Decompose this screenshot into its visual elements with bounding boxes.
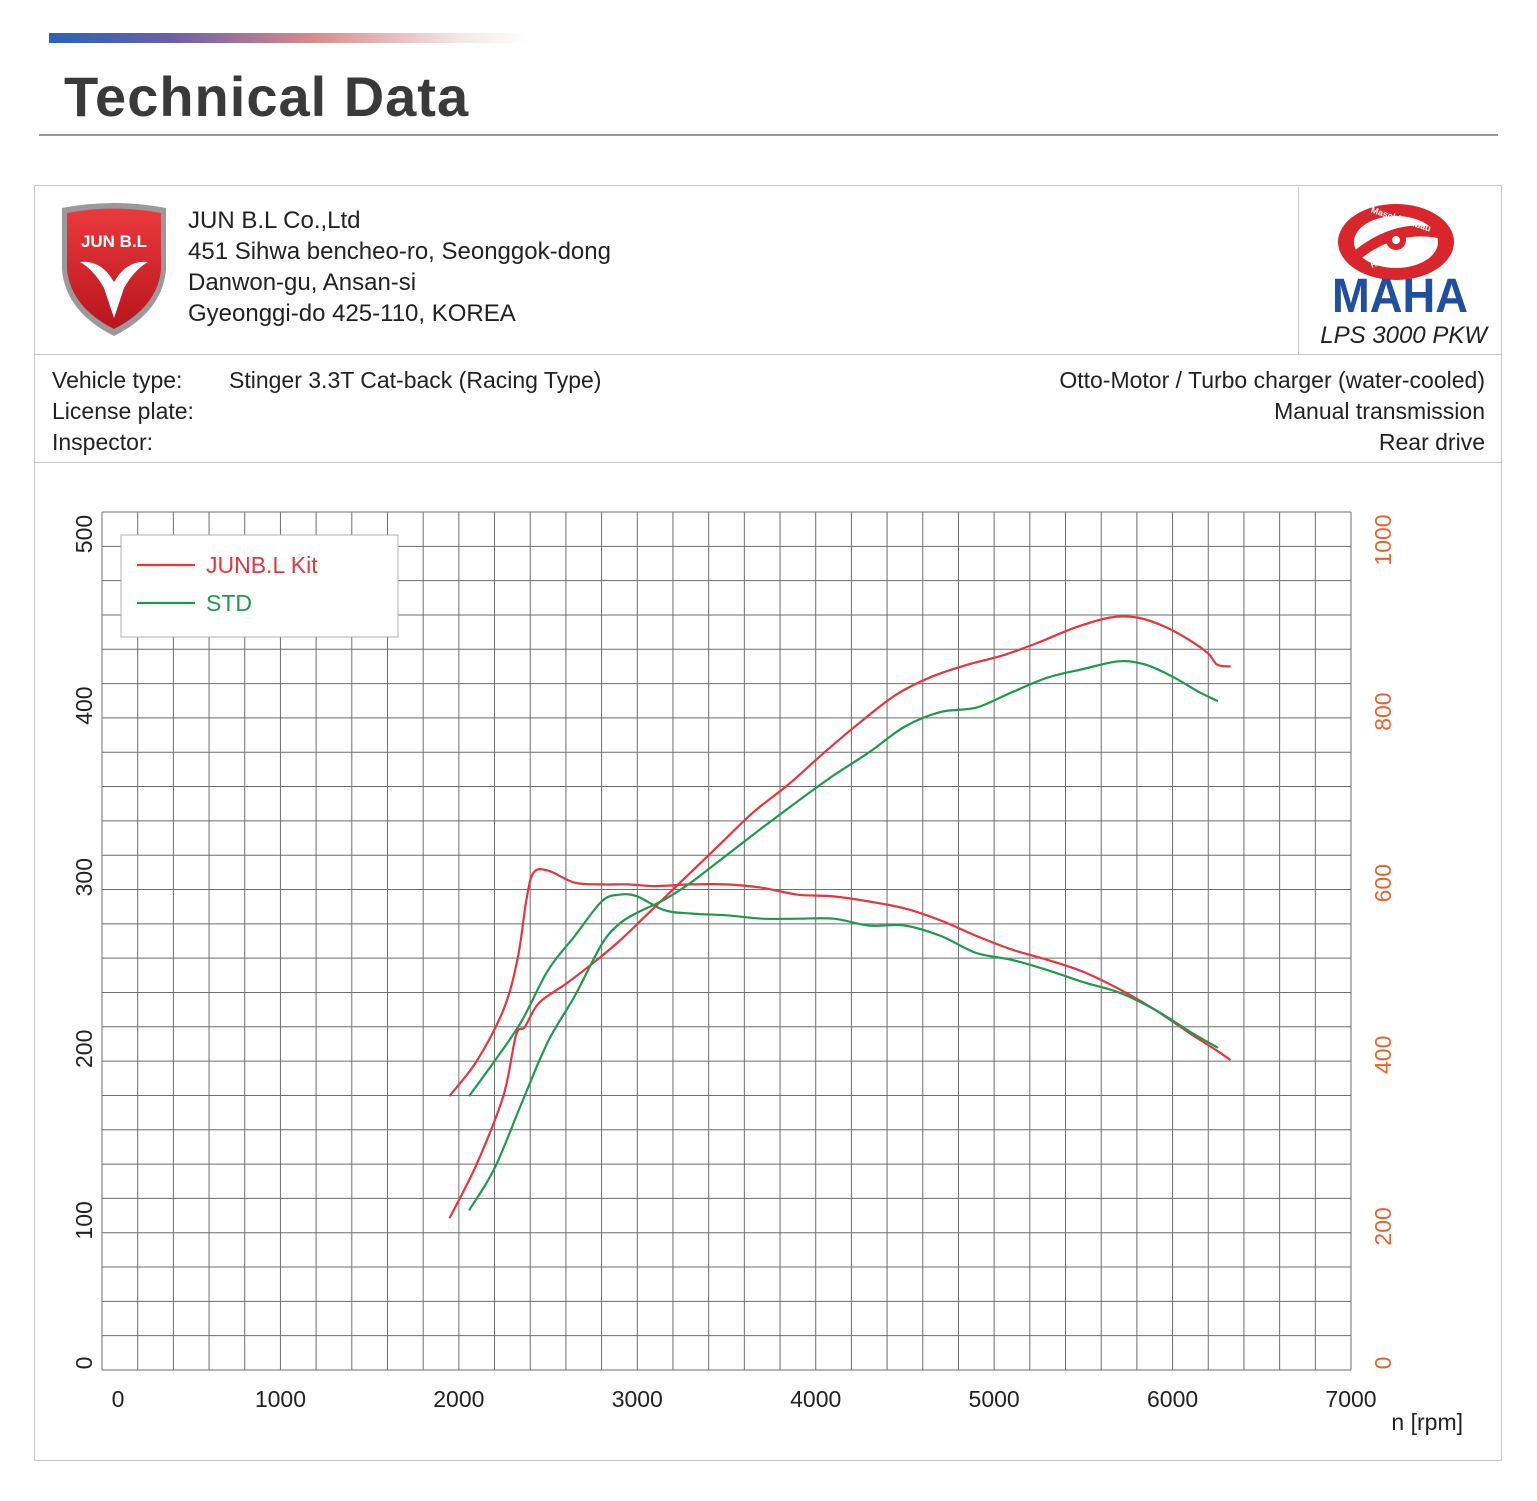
- y-left-tick-label: 400: [71, 686, 97, 724]
- series-line-junb-l-kit-power: [448, 615, 1231, 1219]
- header-divider-horizontal: [35, 354, 1501, 355]
- title-rule: [39, 134, 1498, 136]
- x-axis-label: n [rpm]: [1391, 1409, 1463, 1435]
- y-left-tick-label: 100: [71, 1201, 97, 1239]
- company-name: JUN B.L Co.,Ltd: [188, 207, 361, 234]
- junbl-shield-logo: JUN B.L: [62, 203, 166, 336]
- page-title: Technical Data: [64, 65, 470, 128]
- svg-text:MAHA: MAHA: [1332, 270, 1468, 320]
- y-right-tick-label: 1000: [1370, 514, 1396, 565]
- y-right-tick-label: 200: [1370, 1207, 1396, 1245]
- y-left-tick-label: 500: [71, 515, 97, 553]
- header-divider-vertical: [1298, 187, 1299, 354]
- legend-box: [120, 534, 399, 638]
- legend-label: STD: [206, 590, 252, 616]
- vehicle-labels: Vehicle type: License plate: Inspector:: [52, 365, 194, 458]
- vehicle-specs: Otto-Motor / Turbo charger (water-cooled…: [1059, 365, 1485, 458]
- y-right-tick-label: 0: [1370, 1357, 1396, 1370]
- vehicle-type-label: Vehicle type:: [52, 367, 183, 393]
- series-line-junb-l-kit-torque: [448, 868, 1231, 1097]
- vehicle-divider-horizontal: [35, 462, 1501, 463]
- x-tick-label: 6000: [1147, 1386, 1198, 1412]
- title-accent-bar: [49, 33, 529, 43]
- transmission-spec: Manual transmission: [1274, 398, 1485, 424]
- vehicle-type-value: Stinger 3.3T Cat-back (Racing Type): [229, 367, 602, 393]
- x-tick-label: 2000: [433, 1386, 484, 1412]
- engine-spec: Otto-Motor / Turbo charger (water-cooled…: [1059, 367, 1485, 393]
- drive-spec: Rear drive: [1378, 429, 1485, 455]
- y-right-tick-label: 600: [1370, 864, 1396, 902]
- x-tick-label: 7000: [1325, 1386, 1376, 1412]
- series-line-std-power: [468, 660, 1219, 1211]
- company-address: JUN B.L Co.,Ltd 451 Sihwa bencheo-ro, Se…: [188, 205, 611, 329]
- y-right-tick-label: 400: [1370, 1036, 1396, 1074]
- x-tick-label: 4000: [790, 1386, 841, 1412]
- x-tick-label: 5000: [969, 1386, 1020, 1412]
- y-left-tick-label: 200: [71, 1030, 97, 1068]
- x-tick-label: 0: [112, 1386, 125, 1412]
- report-panel: [34, 185, 1502, 1461]
- x-tick-label: 3000: [612, 1386, 663, 1412]
- address-line-1: 451 Sihwa bencheo-ro, Seonggok-dong: [188, 238, 611, 265]
- x-tick-label: 1000: [255, 1386, 306, 1412]
- address-line-3: Gyeonggi-do 425-110, KOREA: [188, 300, 516, 327]
- y-left-tick-label: 0: [71, 1357, 97, 1370]
- series-line-std-torque: [468, 893, 1219, 1097]
- maha-logo: Maschinenbau Haldenwang MAHA: [1332, 204, 1468, 320]
- y-left-tick-label: 300: [71, 858, 97, 896]
- inspector-label: Inspector:: [52, 429, 153, 455]
- svg-text:JUN B.L: JUN B.L: [81, 232, 147, 251]
- tester-model: LPS 3000 PKW: [1320, 322, 1487, 349]
- legend-label: JUNB.L Kit: [206, 552, 318, 578]
- license-plate-label: License plate:: [52, 398, 194, 424]
- address-line-2: Danwon-gu, Ansan-si: [188, 269, 417, 296]
- y-right-tick-label: 800: [1370, 692, 1396, 730]
